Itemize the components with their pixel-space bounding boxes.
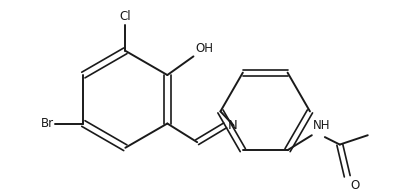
Text: Cl: Cl (119, 10, 131, 23)
Text: OH: OH (195, 42, 213, 55)
Text: Br: Br (41, 117, 54, 130)
Text: O: O (350, 179, 359, 192)
Text: NH: NH (313, 120, 330, 133)
Text: N: N (228, 119, 238, 132)
